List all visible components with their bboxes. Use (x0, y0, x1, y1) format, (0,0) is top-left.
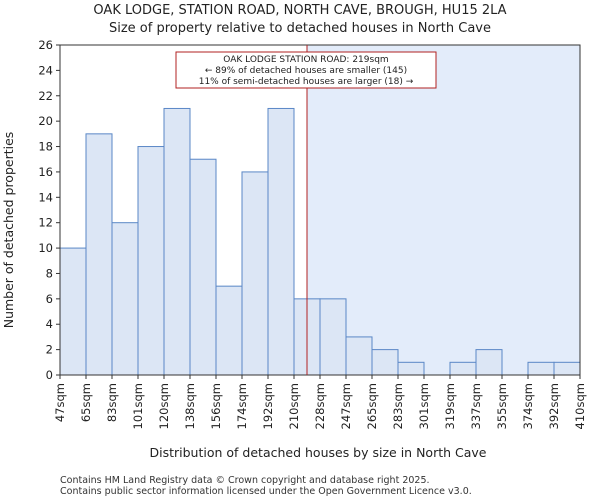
x-tick-label: 283sqm (391, 383, 405, 429)
y-tick-label: 4 (46, 317, 53, 331)
x-tick-label: 156sqm (209, 383, 223, 429)
x-tick-label: 265sqm (365, 383, 379, 429)
bar-120sqm (163, 107, 191, 376)
bar-83sqm (111, 222, 139, 376)
y-tick-label: 8 (46, 266, 53, 280)
x-tick-label: 392sqm (547, 383, 561, 429)
x-tick-label: 65sqm (79, 383, 93, 422)
y-tick-label: 0 (46, 368, 53, 382)
bars (59, 107, 581, 376)
footer-line-2: Contains public sector information licen… (60, 486, 472, 497)
y-tick-label: 6 (46, 292, 53, 306)
bar-65sqm (85, 133, 113, 376)
y-tick-label: 26 (38, 38, 53, 52)
bar-138sqm (189, 158, 217, 376)
x-tick-label: 410sqm (573, 383, 587, 429)
bar-156sqm (215, 285, 243, 376)
bar-265sqm (371, 349, 399, 376)
x-tick-label: 301sqm (417, 383, 431, 429)
annotation-line-3: 11% of semi-detached houses are larger (… (199, 77, 414, 87)
x-tick-label: 174sqm (235, 383, 249, 429)
bar-392sqm (553, 361, 581, 376)
x-tick-label: 374sqm (521, 383, 535, 429)
plot-frame (59, 44, 581, 376)
x-tick-label: 355sqm (495, 383, 509, 429)
larger-region-highlight (307, 45, 580, 375)
x-tick-label: 319sqm (443, 383, 457, 429)
bar-47sqm (59, 247, 87, 376)
y-tick-label: 24 (38, 63, 53, 77)
y-tick-label: 12 (38, 216, 53, 230)
bar-192sqm (267, 107, 295, 376)
bar-228sqm (319, 298, 347, 376)
bar-283sqm (397, 361, 425, 376)
bar-374sqm (527, 361, 555, 376)
y-tick-label: 2 (46, 343, 53, 357)
x-tick-label: 228sqm (313, 383, 327, 429)
x-tick-label: 138sqm (183, 383, 197, 429)
x-axis-ticks: 47sqm 65sqm 83sqm 101sqm 120sqm 138sqm 156sqm 1… (53, 375, 587, 429)
y-axis-label: Number of detached properties (1, 132, 16, 329)
x-tick-label: 210sqm (287, 383, 301, 429)
x-tick-label: 47sqm (53, 383, 67, 422)
bar-174sqm (241, 171, 269, 376)
annotation-line-2: ← 89% of detached houses are smaller (14… (205, 66, 407, 76)
chart-title: OAK LODGE, STATION ROAD, NORTH CAVE, BRO… (93, 3, 506, 18)
y-tick-label: 16 (38, 165, 53, 179)
x-tick-label: 337sqm (469, 383, 483, 429)
bar-337sqm (475, 349, 503, 376)
y-tick-label: 20 (38, 114, 53, 128)
y-tick-label: 18 (38, 140, 53, 154)
x-tick-label: 101sqm (131, 383, 145, 429)
chart-subtitle: Size of property relative to detached ho… (109, 21, 491, 36)
footer-line-1: Contains HM Land Registry data © Crown c… (60, 475, 430, 486)
bar-319sqm (449, 361, 477, 376)
x-tick-label: 192sqm (261, 383, 275, 429)
bar-101sqm (137, 146, 165, 376)
x-tick-label: 83sqm (105, 383, 119, 422)
bar-247sqm (345, 336, 373, 376)
y-tick-label: 10 (38, 241, 53, 255)
x-tick-label: 247sqm (339, 383, 353, 429)
annotation-box (175, 51, 437, 89)
x-axis-label: Distribution of detached houses by size … (150, 445, 487, 460)
x-tick-label: 120sqm (157, 383, 171, 429)
annotation-line-1: OAK LODGE STATION ROAD: 219sqm (223, 55, 388, 65)
y-tick-label: 22 (38, 89, 53, 103)
y-tick-label: 14 (38, 190, 53, 204)
